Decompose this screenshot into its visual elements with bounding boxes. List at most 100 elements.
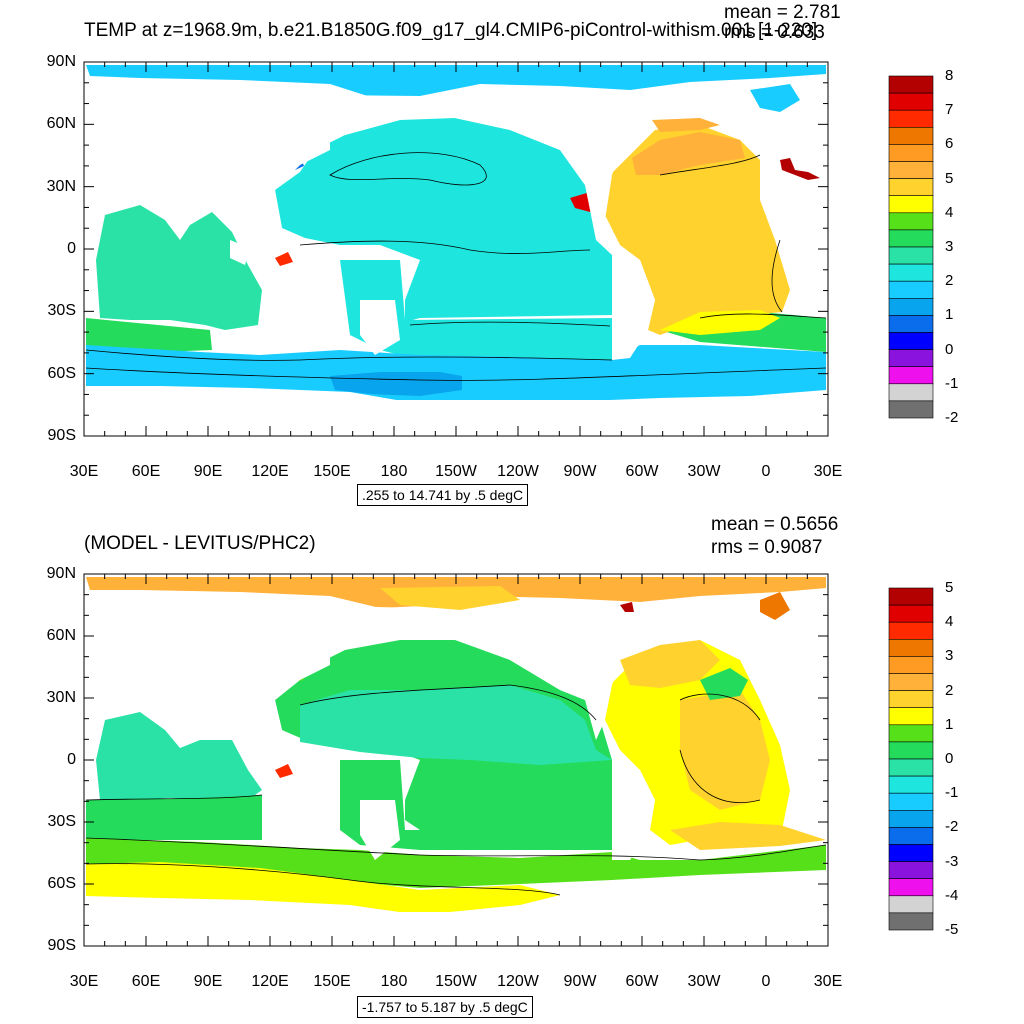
indonesia-hotspot <box>275 252 293 266</box>
med-diff-hotspot <box>620 602 634 612</box>
med-hotspot <box>780 158 820 180</box>
colorbar-swatch <box>888 621 934 640</box>
colorbar-label: 4 <box>945 203 954 221</box>
colorbar-swatch <box>888 861 934 879</box>
colorbar-label: 4 <box>945 613 954 631</box>
colorbar-label: 6 <box>945 135 954 153</box>
colorbar-label: 8 <box>945 67 954 84</box>
temp-map-panel <box>85 65 827 436</box>
colorbar-swatch <box>888 127 934 145</box>
colorbar-swatch <box>888 229 934 248</box>
diff-contour-info: -1.757 to 5.187 by .5 degC <box>357 996 533 1018</box>
diff-plot-title: (MODEL - LEVITUS/PHC2) <box>84 533 316 554</box>
colorbars <box>888 75 934 931</box>
lon-tick-label: 90W <box>563 463 597 480</box>
colorbar-swatch <box>888 638 934 657</box>
lon-tick-label: 150E <box>313 973 351 990</box>
colorbar-swatch <box>888 724 934 743</box>
colorbar-swatch <box>888 400 934 419</box>
atlantic-field <box>605 125 790 335</box>
lat-tick-label: 0 <box>67 751 76 768</box>
colorbar-swatch <box>888 383 934 402</box>
south-atl-diff-yellow <box>670 822 826 850</box>
colorbar-swatch <box>888 144 934 162</box>
lon-tick-label: 30E <box>69 463 99 480</box>
colorbar-swatch <box>888 297 934 316</box>
colorbar-swatch <box>888 109 934 128</box>
colorbar-label: 1 <box>945 715 954 733</box>
lat-tick-label: 60S <box>47 364 76 382</box>
colorbar-swatch <box>888 212 934 231</box>
colorbar-label: -2 <box>945 409 959 426</box>
lon-tick-label: 90W <box>563 973 597 990</box>
north-atlantic-green-spot <box>700 668 748 700</box>
colorbar-swatch <box>888 604 934 623</box>
lon-tick-label: 30E <box>813 463 843 480</box>
colorbar-label: 3 <box>945 647 954 665</box>
colorbar-label: 7 <box>945 101 954 119</box>
temp-rms-label: rms = 0.633 <box>724 22 825 43</box>
lon-tick-label: 120E <box>251 973 289 990</box>
indonesia-diff-hotspot <box>275 764 293 778</box>
lat-tick-label: 90N <box>46 53 76 70</box>
north-atlantic-orange-field <box>632 132 745 175</box>
lon-tick-label: 0 <box>761 463 771 480</box>
colorbar-swatch <box>888 741 934 760</box>
lat-tick-label: 30N <box>46 689 76 706</box>
colorbar-swatch <box>888 315 934 333</box>
colorbar-label: 2 <box>945 681 954 699</box>
south-atl-yellow-field <box>660 310 780 335</box>
lon-tick-label: 150W <box>435 463 477 480</box>
southern-ocean-field <box>86 345 826 404</box>
lat-tick-label: 30S <box>47 813 76 830</box>
colorbar-swatch <box>888 792 934 811</box>
diff-contours <box>85 684 827 896</box>
colorbar-label: 5 <box>945 579 954 596</box>
colorbar-label: -1 <box>945 784 959 802</box>
southern-diff-lime <box>86 838 826 888</box>
lon-tick-label: 30E <box>813 973 843 990</box>
south-pacific-field <box>340 260 612 362</box>
southern-green-field <box>86 318 212 352</box>
lon-tick-label: 30W <box>687 973 721 990</box>
lon-tick-label: 60W <box>625 973 659 990</box>
colorbar-label: -5 <box>945 921 959 938</box>
labrador-orange-field <box>652 118 720 132</box>
colorbar-swatch <box>888 690 934 708</box>
lon-tick-label: 180 <box>380 463 408 480</box>
diff-mean-label: mean = 0.5656 <box>711 514 839 535</box>
colorbar-swatch <box>888 758 934 777</box>
southern-diff-yellow <box>86 862 560 915</box>
pacific-field <box>275 118 612 322</box>
colorbar-swatch <box>888 587 934 606</box>
colorbar-swatch <box>888 809 934 828</box>
colorbar-swatch <box>888 246 934 265</box>
colorbar-label: 3 <box>945 238 954 255</box>
arctic-diff-yellow <box>380 586 520 610</box>
colorbar-swatch <box>888 75 934 94</box>
colorbar-swatch <box>888 912 934 931</box>
lat-tick-label: 90N <box>46 565 76 582</box>
plot-frames <box>83 61 829 947</box>
lon-tick-label: 120E <box>251 463 289 480</box>
colorbar-label: -2 <box>945 818 959 836</box>
southern-deep-blue-field <box>330 372 462 396</box>
colorbar-swatch <box>888 366 934 385</box>
colorbar-swatch <box>888 673 934 691</box>
colorbar-label: 0 <box>945 340 954 358</box>
norway-diff-orange <box>760 592 790 620</box>
temp-mean-label: mean = 2.781 <box>724 2 841 23</box>
lat-tick-label: 0 <box>67 240 76 257</box>
temp-contour-info: .255 to 14.741 by .5 degC <box>357 484 529 506</box>
lon-tick-label: 150E <box>313 463 351 480</box>
lat-tick-label: 30S <box>47 302 76 320</box>
lon-tick-label: 120W <box>497 973 539 990</box>
indian-diff-green <box>86 795 262 840</box>
colorbar-swatch <box>888 263 934 282</box>
colorbar-swatch <box>888 161 934 179</box>
colorbar-label: -4 <box>945 886 959 904</box>
atlantic-diff-orange <box>680 690 770 810</box>
colorbar-swatch <box>888 349 934 368</box>
lon-tick-label: 120W <box>497 463 539 480</box>
